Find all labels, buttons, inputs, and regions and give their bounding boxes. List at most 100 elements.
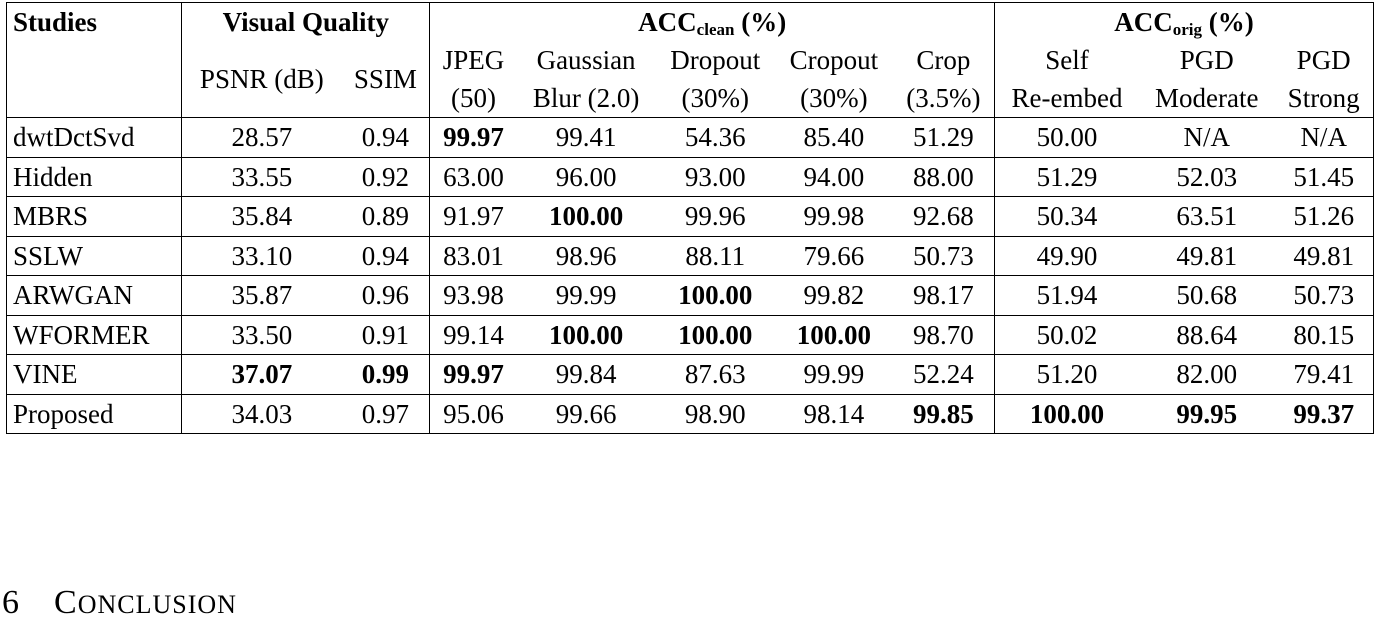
cell-study: WFORMER	[5, 314, 183, 355]
cell-ssim: 0.94	[341, 117, 431, 158]
cell-gauss: 96.00	[516, 156, 656, 197]
cell-cropout: 99.82	[775, 275, 893, 316]
header-crop-1: Crop	[892, 41, 995, 79]
header-ssim: SSIM	[341, 41, 431, 118]
cell-gauss: 100.00	[516, 196, 656, 237]
cell-study: ARWGAN	[5, 275, 183, 316]
cell-crop: 52.24	[892, 354, 995, 395]
cell-self: 50.02	[993, 314, 1140, 355]
cell-pgdm: 99.95	[1139, 393, 1275, 434]
header-pgdm-1: PGD	[1179, 45, 1234, 75]
cell-crop: 98.17	[892, 275, 995, 316]
cell-pgdm: 52.03	[1139, 156, 1275, 197]
cell-ssim: 0.89	[341, 196, 431, 237]
cell-dropout: 100.00	[655, 314, 776, 355]
cell-dropout: 100.00	[655, 275, 776, 316]
cell-cropout: 98.14	[775, 393, 893, 434]
cell-dropout: 87.63	[655, 354, 776, 395]
results-table: Studies Visual Quality ACCclean (%) ACCo…	[5, 2, 1375, 434]
section-number: 6	[2, 584, 20, 621]
cell-pgds: 80.15	[1274, 314, 1375, 355]
cell-psnr: 35.87	[181, 275, 342, 316]
cell-pgds: N/A	[1274, 117, 1375, 158]
header-acc-orig: ACCorig (%)	[993, 2, 1375, 41]
cell-gauss: 100.00	[516, 314, 656, 355]
cell-dropout: 93.00	[655, 156, 776, 197]
header-jpeg-2: (50)	[429, 79, 517, 118]
cell-pgds: 79.41	[1274, 354, 1375, 395]
cell-self: 51.29	[993, 156, 1140, 197]
cell-self: 51.20	[993, 354, 1140, 395]
cell-study: MBRS	[5, 196, 183, 237]
cell-crop: 88.00	[892, 156, 995, 197]
cell-gauss: 99.66	[516, 393, 656, 434]
cell-cropout: 94.00	[775, 156, 893, 197]
header-gauss-1: Gaussian	[536, 45, 636, 75]
header-pgds-1: PGD	[1274, 41, 1375, 79]
cell-ssim: 0.94	[341, 235, 431, 276]
cell-cropout: 79.66	[775, 235, 893, 276]
header-jpeg-1: JPEG	[429, 41, 517, 79]
cell-study: dwtDctSvd	[5, 117, 183, 158]
cell-crop: 98.70	[892, 314, 995, 355]
cell-gauss: 99.41	[516, 117, 656, 158]
cell-gauss: 99.99	[516, 275, 656, 316]
cell-psnr: 34.03	[181, 393, 342, 434]
cell-dropout: 54.36	[655, 117, 776, 158]
header-self-1: Self	[993, 41, 1140, 79]
table-row: Hidden 33.55 0.92 63.00 96.00 93.00 94.0…	[5, 156, 1375, 197]
cell-gauss: 99.84	[516, 354, 656, 395]
cell-psnr: 33.55	[181, 156, 342, 197]
cell-cropout: 100.00	[775, 314, 893, 355]
cell-psnr: 35.84	[181, 196, 342, 237]
cell-cropout: 99.98	[775, 196, 893, 237]
cell-pgdm: 49.81	[1139, 235, 1275, 276]
cell-pgdm: N/A	[1139, 117, 1275, 158]
cell-crop: 50.73	[892, 235, 995, 276]
header-studies-spacer	[5, 41, 183, 79]
header-acc-clean: ACCclean (%)	[429, 2, 995, 41]
header-crop-2: (3.5%)	[892, 79, 995, 118]
header-pgdm-2: Moderate	[1139, 79, 1275, 118]
header-cropout-1: Cropout	[789, 45, 879, 75]
section-title-rest: ONCLUSION	[77, 590, 237, 619]
table-row: WFORMER 33.50 0.91 99.14 100.00 100.00 1…	[5, 314, 1375, 355]
cell-jpeg: 95.06	[429, 393, 517, 434]
cell-crop: 51.29	[892, 117, 995, 158]
table-row: Proposed 34.03 0.97 95.06 99.66 98.90 98…	[5, 393, 1375, 434]
cell-ssim: 0.99	[341, 354, 431, 395]
header-visual-quality: Visual Quality	[181, 2, 431, 41]
table-row: VINE 37.07 0.99 99.97 99.84 87.63 99.99 …	[5, 354, 1375, 395]
header-self-2: Re-embed	[993, 79, 1140, 118]
table-row: SSLW 33.10 0.94 83.01 98.96 88.11 79.66 …	[5, 235, 1375, 276]
cell-crop: 92.68	[892, 196, 995, 237]
cell-self: 50.34	[993, 196, 1140, 237]
header-studies: Studies	[5, 2, 183, 41]
cell-ssim: 0.97	[341, 393, 431, 434]
cell-self: 49.90	[993, 235, 1140, 276]
cell-pgds: 51.45	[1274, 156, 1375, 197]
cell-self: 100.00	[993, 393, 1140, 434]
cell-self: 51.94	[993, 275, 1140, 316]
cell-pgds: 49.81	[1274, 235, 1375, 276]
cell-pgdm: 82.00	[1139, 354, 1275, 395]
cell-pgds: 50.73	[1274, 275, 1375, 316]
cell-psnr: 33.10	[181, 235, 342, 276]
cell-jpeg: 99.97	[429, 117, 517, 158]
cell-study: VINE	[5, 354, 183, 395]
cell-jpeg: 99.14	[429, 314, 517, 355]
cell-jpeg: 83.01	[429, 235, 517, 276]
cell-pgdm: 63.51	[1139, 196, 1275, 237]
cell-ssim: 0.96	[341, 275, 431, 316]
cell-cropout: 85.40	[775, 117, 893, 158]
cell-jpeg: 91.97	[429, 196, 517, 237]
cell-cropout: 99.99	[775, 354, 893, 395]
cell-jpeg: 99.97	[429, 354, 517, 395]
header-dropout-1: Dropout	[670, 45, 761, 75]
cell-pgds: 51.26	[1274, 196, 1375, 237]
cell-study: Proposed	[5, 393, 183, 434]
header-pgds-2: Strong	[1274, 79, 1375, 118]
cell-dropout: 98.90	[655, 393, 776, 434]
cell-dropout: 88.11	[655, 235, 776, 276]
cell-gauss: 98.96	[516, 235, 656, 276]
